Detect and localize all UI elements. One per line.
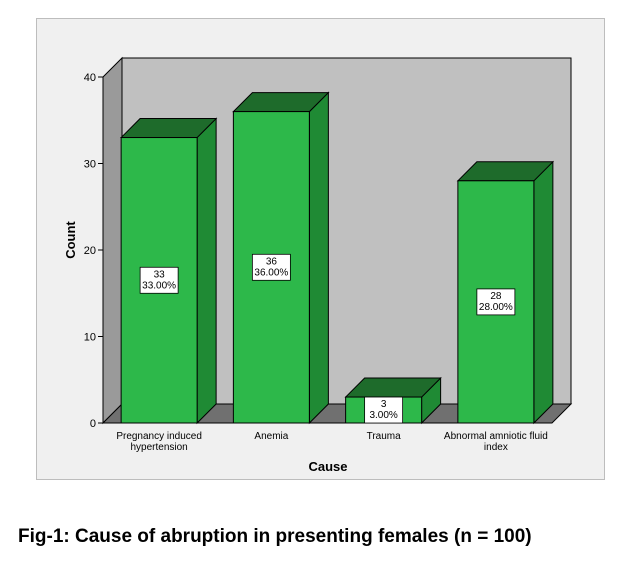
bar-side xyxy=(533,160,554,425)
bar-side xyxy=(308,91,329,425)
data-label-text: 36 xyxy=(266,256,278,267)
y-axis-title: Count xyxy=(63,221,78,259)
y-tick-label: 20 xyxy=(84,245,96,257)
bar-side xyxy=(196,117,217,425)
x-tick-label: Pregnancy induced xyxy=(116,431,202,442)
data-label-text: 3 xyxy=(381,399,387,410)
x-tick-label: Anemia xyxy=(254,431,288,442)
x-tick-label: Abnormal amniotic fluid xyxy=(444,431,548,442)
x-tick-label: Trauma xyxy=(367,431,402,442)
figure-caption: Fig-1: Cause of abruption in presenting … xyxy=(18,526,532,547)
data-label-box xyxy=(251,253,291,281)
y-tick-label: 40 xyxy=(84,72,96,84)
x-tick-label: index xyxy=(484,442,508,453)
data-label-text: 33.00% xyxy=(142,280,176,291)
x-axis-title: Cause xyxy=(308,459,347,474)
bar xyxy=(119,117,218,425)
y-tick-label: 0 xyxy=(90,418,96,430)
data-label-text: 28 xyxy=(490,291,502,302)
data-label-box xyxy=(476,288,516,316)
x-tick-label: hypertension xyxy=(130,442,187,453)
data-label: 33.00% xyxy=(364,396,404,424)
bar xyxy=(456,160,555,425)
data-label-box xyxy=(364,396,404,424)
data-label-text: 36.00% xyxy=(254,267,288,278)
data-label-text: 33 xyxy=(154,269,166,280)
y-tick-label: 10 xyxy=(84,332,96,344)
data-label-text: 3.00% xyxy=(369,410,397,421)
y-tick-label: 30 xyxy=(84,159,96,171)
side-wall xyxy=(102,56,123,425)
data-label-text: 28.00% xyxy=(479,302,513,313)
data-label-box xyxy=(139,266,179,294)
